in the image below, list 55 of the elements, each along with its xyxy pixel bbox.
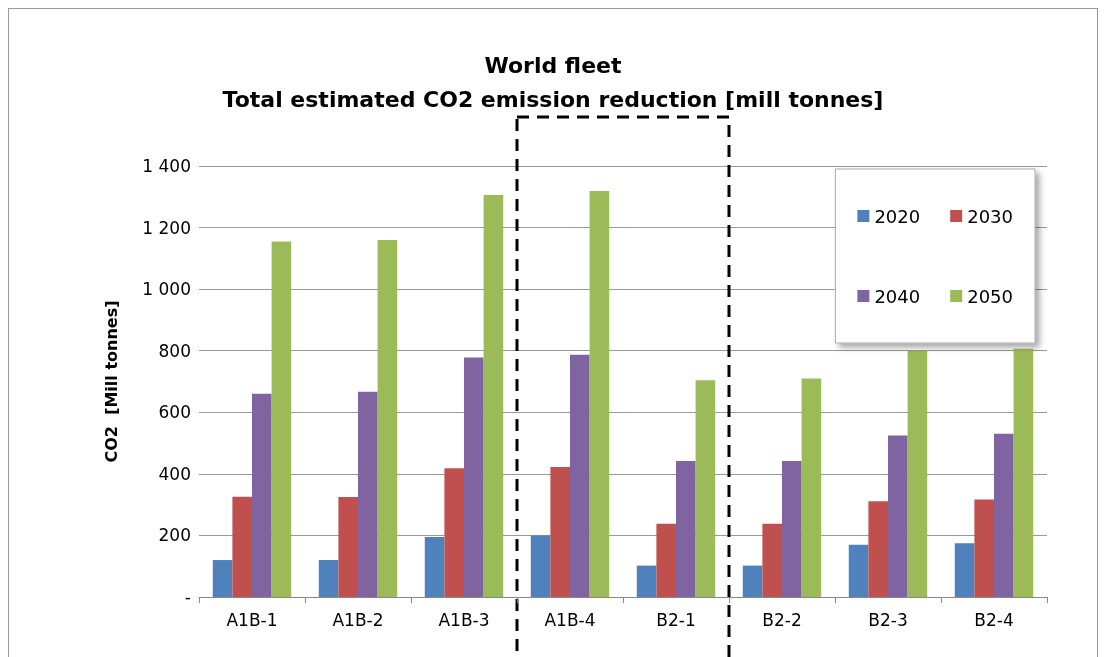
bar xyxy=(974,499,994,597)
bar xyxy=(318,560,339,597)
chart-title: World fleet xyxy=(484,52,623,78)
bar xyxy=(954,543,975,597)
bar xyxy=(695,380,716,597)
x-tick-label: B2-3 xyxy=(868,609,908,630)
y-tick-label: 1 000 xyxy=(142,279,191,300)
bar xyxy=(589,190,610,597)
bar xyxy=(801,378,822,597)
bar xyxy=(530,535,551,597)
bar xyxy=(848,544,869,597)
x-tick-label: B2-1 xyxy=(656,609,696,630)
bar xyxy=(762,523,782,597)
bar xyxy=(444,468,464,597)
bar xyxy=(424,536,445,597)
bar xyxy=(636,565,657,597)
bar xyxy=(888,435,908,597)
x-tick-label: B2-2 xyxy=(762,609,802,630)
bar xyxy=(1013,348,1034,597)
bar xyxy=(868,501,888,597)
bar xyxy=(212,560,233,597)
bar xyxy=(570,354,590,597)
bar xyxy=(742,565,763,597)
y-axis-title: CO2 [Mill tonnes] xyxy=(101,300,121,463)
bar xyxy=(271,241,292,597)
bar xyxy=(994,433,1014,597)
bar xyxy=(338,496,358,597)
legend-label: 2040 xyxy=(874,285,921,307)
bar xyxy=(550,467,570,597)
y-tick-label: 1 200 xyxy=(142,217,191,238)
x-tick-label: A1B-3 xyxy=(438,609,490,630)
bar xyxy=(676,460,696,597)
y-tick-label: 200 xyxy=(158,525,191,546)
bar xyxy=(483,194,504,597)
bar xyxy=(232,496,252,597)
y-tick-label: 400 xyxy=(158,463,191,484)
y-tick-label: 600 xyxy=(158,402,191,423)
legend-label: 2020 xyxy=(874,205,921,227)
x-tick-label: A1B-1 xyxy=(226,609,278,630)
bar xyxy=(782,460,802,597)
chart-subtitle: Total estimated CO2 emission reduction [mill tonnes] xyxy=(222,86,884,112)
x-tick-label: B2-4 xyxy=(974,609,1014,630)
y-tick-label: 800 xyxy=(158,340,191,361)
legend-label: 2030 xyxy=(967,205,1013,227)
bar xyxy=(907,350,928,597)
bar xyxy=(358,391,378,597)
y-tick-label: - xyxy=(184,587,191,607)
y-tick-label: 1 400 xyxy=(142,156,191,176)
x-tick-label: A1B-2 xyxy=(332,609,384,630)
bar xyxy=(656,523,676,597)
bar xyxy=(377,239,398,597)
x-tick-label: A1B-4 xyxy=(544,609,596,630)
bar xyxy=(464,357,484,597)
legend-label: 2050 xyxy=(967,285,1013,307)
bar xyxy=(252,393,272,597)
